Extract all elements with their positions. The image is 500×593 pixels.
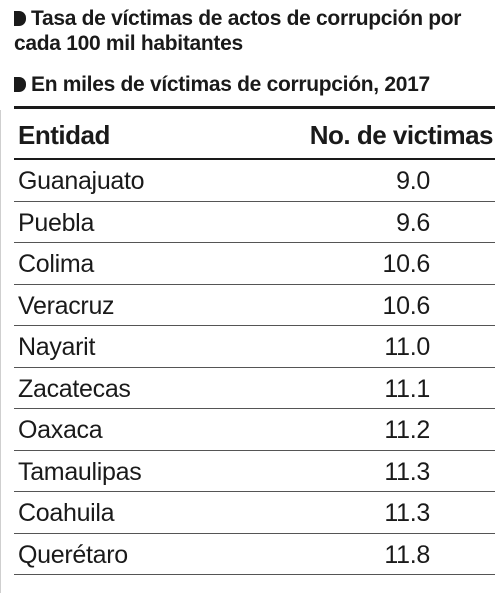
entity-cell: Tamaulipas (18, 457, 142, 486)
victims-value-cell: 9.0 (396, 167, 430, 195)
table-row: Querétaro 11.8 (14, 534, 495, 575)
victims-value-cell: 11.1 (384, 374, 430, 403)
table-header: Entidad No. de victimas (14, 112, 495, 156)
table-row: Veracruz 10.6 (14, 285, 495, 326)
column-header-victims: No. de victimas (309, 120, 494, 150)
victims-value-cell: 10.6 (382, 291, 431, 320)
table-row: Colima 10.6 (14, 243, 495, 285)
table-row: Oaxaca 11.2 (14, 409, 495, 451)
bullet-marker-icon (14, 11, 26, 26)
entity-cell: Veracruz (18, 291, 115, 320)
chart-subtitle-text: En miles de víctimas de corrupción, 2017 (31, 73, 430, 96)
bullet-marker-icon (14, 77, 26, 92)
column-header-entity: Entidad (18, 120, 110, 150)
victims-value-cell: 11.0 (384, 333, 430, 361)
entity-cell: Puebla (18, 208, 95, 237)
chart-title: Tasa de víctimas de actos de corrupción … (14, 6, 494, 56)
entity-cell: Coahuila (18, 499, 115, 527)
victims-value-cell: 11.2 (384, 416, 430, 444)
entity-cell: Colima (18, 250, 94, 278)
entity-cell: Querétaro (18, 540, 128, 569)
table-row: Coahuila 11.3 (14, 492, 495, 534)
victims-value-cell: 11.3 (384, 499, 430, 527)
header-rule (14, 158, 495, 160)
top-rule (14, 106, 495, 109)
table-row: Puebla 9.6 (14, 202, 495, 243)
entity-cell: Zacatecas (18, 374, 131, 403)
entity-cell: Nayarit (18, 333, 96, 361)
victims-value-cell: 10.6 (382, 250, 431, 278)
left-border (0, 110, 1, 593)
victims-value-cell: 11.8 (384, 540, 430, 569)
chart-title-text: Tasa de víctimas de actos de corrupción … (14, 7, 462, 55)
victims-value-cell: 11.3 (384, 457, 430, 486)
table-body: Guanajuato 9.0 Puebla 9.6 Colima 10.6 Veracruz… (14, 160, 495, 575)
table-row: Guanajuato 9.0 (14, 160, 495, 202)
table-row: Nayarit 11.0 (14, 326, 495, 368)
table-row: Tamaulipas 11.3 (14, 451, 495, 492)
victims-value-cell: 9.6 (396, 208, 430, 237)
chart-subtitle: En miles de víctimas de corrupción, 2017 (14, 72, 494, 97)
entity-cell: Oaxaca (18, 416, 103, 444)
table-row: Zacatecas 11.1 (14, 368, 495, 409)
entity-cell: Guanajuato (18, 167, 145, 195)
